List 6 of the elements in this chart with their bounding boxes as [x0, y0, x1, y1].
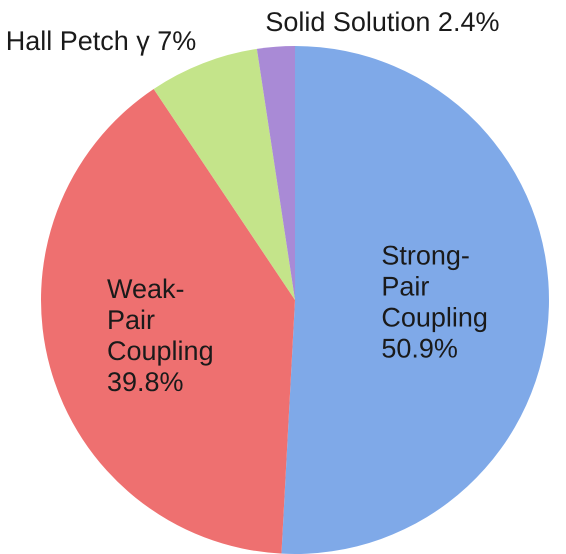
slice-label: Hall Petch γ 7% [6, 26, 196, 56]
slice-label: Weak-Pair Coupling [107, 274, 214, 366]
data-label: 39.8% [107, 366, 184, 397]
slice-label: Solid Solution 2.4% [265, 7, 500, 38]
slice-label: Strong-Pair Coupling [381, 240, 488, 333]
data-label: 50.9% [381, 334, 458, 364]
